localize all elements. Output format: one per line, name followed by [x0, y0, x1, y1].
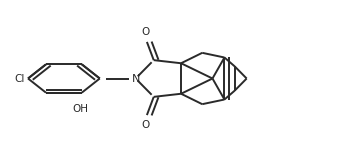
Text: OH: OH — [72, 104, 88, 114]
Text: N: N — [131, 73, 140, 84]
Text: O: O — [141, 120, 149, 130]
Text: Cl: Cl — [14, 73, 25, 84]
Text: O: O — [141, 27, 149, 37]
